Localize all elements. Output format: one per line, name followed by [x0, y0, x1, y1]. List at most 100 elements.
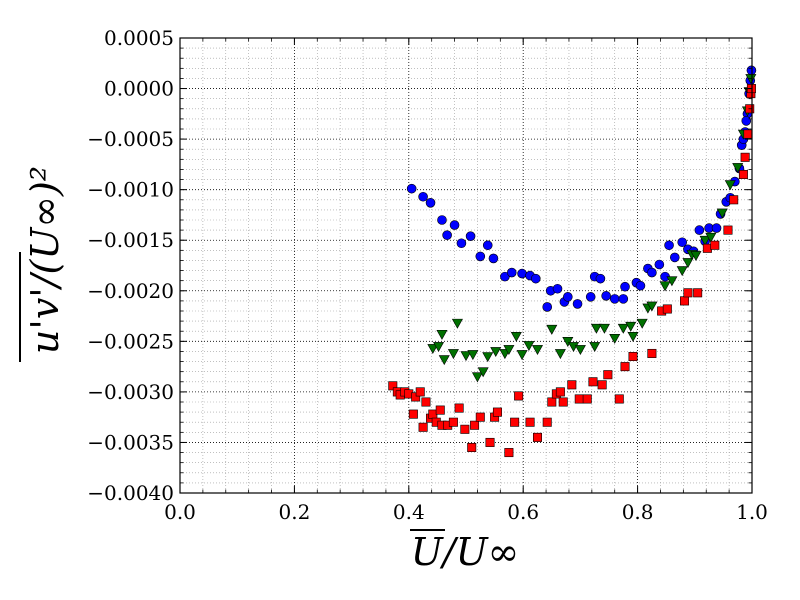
data-point-square	[475, 412, 485, 422]
data-point-circle	[635, 280, 646, 291]
data-point-circle	[711, 223, 722, 233]
data-point-circle	[552, 283, 563, 294]
data-point-circle	[595, 273, 606, 284]
data-point-triangle	[546, 324, 558, 335]
y-tick-label: 0.0000	[104, 77, 174, 101]
data-point-triangle	[562, 337, 574, 347]
data-point-circle	[620, 281, 630, 292]
grid	[180, 38, 752, 493]
x-tick-label: 0.0	[164, 500, 196, 524]
data-point-circle	[506, 267, 517, 278]
y-tick-label: −0.0010	[87, 178, 174, 202]
data-point-triangle	[427, 344, 439, 355]
data-point-triangle	[460, 351, 472, 362]
y-tick-label: −0.0030	[87, 380, 174, 404]
data-point-square	[448, 417, 458, 427]
data-point-triangle	[625, 321, 637, 332]
data-point-square	[723, 225, 733, 235]
data-point-circle	[572, 299, 583, 309]
data-point-square	[510, 417, 520, 427]
data-point-square	[680, 296, 690, 306]
data-point-circle	[465, 231, 476, 241]
data-point-square	[542, 417, 552, 427]
data-point-triangle	[523, 341, 535, 351]
plot-frame	[179, 37, 753, 494]
data-point-square	[683, 288, 693, 298]
data-point-triangle	[617, 323, 629, 334]
data-point-triangle	[554, 349, 566, 360]
data-point-circle	[449, 220, 460, 230]
data-point-square	[532, 432, 542, 442]
data-point-triangle	[574, 345, 586, 356]
data-point-square	[738, 170, 748, 180]
data-point-triangle	[627, 331, 639, 342]
data-point-square	[574, 394, 584, 404]
data-point-square	[485, 437, 495, 447]
y-tick-label: −0.0035	[87, 430, 174, 454]
data-point-circle	[456, 238, 467, 249]
data-point-triangle	[503, 345, 515, 356]
data-point-square	[614, 394, 624, 404]
y-tick-label: 0.0005	[104, 26, 174, 50]
data-point-square	[415, 387, 425, 397]
data-point-square	[620, 362, 630, 372]
data-point-triangle	[659, 281, 671, 292]
data-point-circle	[482, 240, 493, 251]
data-point-triangle	[451, 318, 463, 329]
axis-ticks	[179, 37, 753, 494]
data-point-triangle	[636, 318, 648, 329]
data-point-square	[492, 407, 502, 417]
y-tick-label: −0.0020	[87, 279, 174, 303]
data-point-triangle	[732, 163, 744, 174]
data-point-square	[470, 420, 480, 430]
data-point-circle	[488, 253, 499, 264]
y-tick-label: −0.0040	[87, 481, 174, 505]
y-tick-label: −0.0025	[87, 329, 174, 353]
data-point-triangle	[467, 350, 479, 361]
data-point-triangle	[598, 323, 610, 334]
data-point-triangle	[609, 334, 621, 344]
data-point-square	[388, 381, 398, 391]
data-point-triangle	[682, 258, 694, 269]
data-point-triangle	[745, 74, 757, 85]
data-point-triangle	[490, 347, 502, 358]
data-point-triangle	[531, 345, 544, 356]
data-point-square	[435, 405, 445, 415]
data-point-triangle	[447, 349, 459, 360]
data-point-circle	[694, 225, 705, 235]
y-tick-label: −0.0005	[87, 127, 174, 151]
data-point-square	[555, 387, 565, 397]
data-point-circle	[437, 215, 447, 225]
data-point-square	[408, 409, 418, 419]
data-point-triangle	[471, 372, 483, 383]
data-point-circle	[442, 230, 452, 240]
data-point-triangle	[516, 350, 528, 361]
data-point-circle	[647, 267, 657, 278]
data-point-square	[504, 448, 514, 458]
data-points	[388, 65, 757, 458]
data-point-square	[460, 424, 470, 434]
x-tick-label: 0.4	[393, 500, 425, 524]
data-point-triangle	[676, 266, 688, 277]
data-point-circle	[585, 292, 596, 302]
data-point-square	[647, 348, 657, 358]
data-point-square	[514, 391, 524, 401]
x-tick-label: 0.2	[278, 500, 310, 524]
data-point-square	[743, 129, 753, 139]
data-point-circle	[517, 268, 527, 279]
data-point-triangle	[690, 251, 702, 262]
data-point-circle	[609, 294, 620, 304]
data-point-triangle	[436, 329, 448, 340]
data-point-square	[729, 195, 739, 205]
data-point-square	[418, 422, 428, 432]
data-point-square	[588, 377, 598, 387]
data-point-square	[740, 152, 750, 162]
data-point-circle	[741, 116, 752, 126]
data-point-circle	[406, 183, 417, 194]
data-point-circle	[425, 198, 436, 208]
data-point-triangle	[716, 208, 728, 219]
data-point-square	[693, 288, 703, 298]
data-point-triangle	[646, 301, 658, 312]
data-point-triangle	[590, 323, 602, 334]
data-point-triangle	[699, 235, 711, 246]
